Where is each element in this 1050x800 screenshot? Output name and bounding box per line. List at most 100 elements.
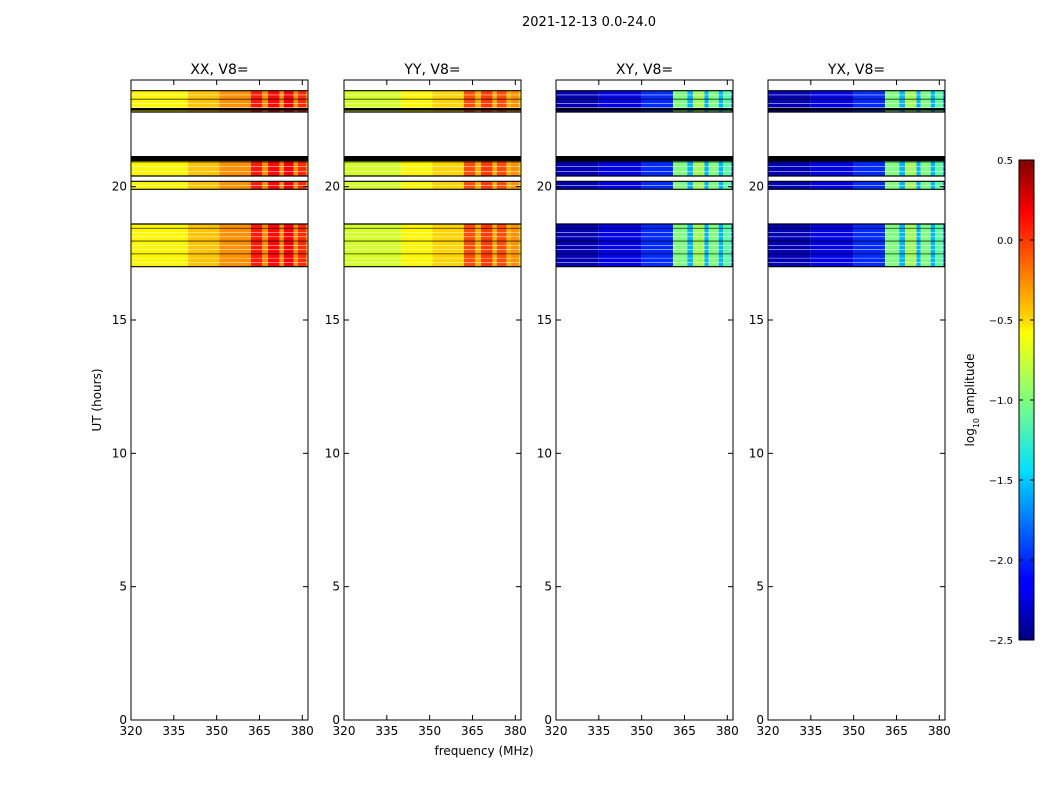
y-tick-label: 10 — [537, 446, 552, 460]
heatmap-cell — [899, 90, 906, 112]
x-tick-label: 335 — [587, 724, 610, 738]
x-tick-label: 350 — [630, 724, 653, 738]
x-tick-label: 380 — [504, 724, 527, 738]
heatmap-cell — [704, 90, 709, 112]
x-tick-label: 320 — [545, 724, 568, 738]
heatmap-cell — [556, 90, 599, 112]
colorbar-ticks: 0.5 0.0 −0.5 −1.0 −1.5 −2.0 −2.5 — [989, 156, 1034, 647]
y-tick-label: 10 — [749, 446, 764, 460]
axes-frame — [767, 79, 946, 721]
colorbar-tick-label: −2.0 — [989, 556, 1013, 567]
panel-title: YX, V8= — [827, 62, 885, 78]
heatmap-cell — [723, 90, 732, 112]
flag-band — [556, 108, 733, 111]
x-tick-label: 350 — [205, 724, 228, 738]
flag-band — [131, 156, 308, 162]
colorbar-label-sub: 10 — [972, 418, 981, 428]
colorbar-tick-label: 0.5 — [997, 156, 1013, 167]
panel-title: XX, V8= — [190, 62, 248, 78]
x-tick-label: 320 — [757, 724, 780, 738]
y-tick-label: 20 — [112, 180, 127, 194]
heatmap-cell — [519, 90, 521, 112]
heatmap-cell — [943, 90, 945, 112]
heatmap-cell — [718, 90, 724, 112]
heatmap-cell — [306, 90, 308, 112]
heatmap-cell — [687, 90, 694, 112]
heatmap-cell — [475, 90, 482, 112]
heatmap-cell — [693, 90, 705, 112]
x-tick-label: 320 — [333, 724, 356, 738]
x-axis-label: frequency (MHz) — [434, 744, 533, 758]
heatmap-cell — [250, 90, 263, 112]
heatmap-cell — [268, 90, 280, 112]
heatmap-cell — [511, 90, 520, 112]
panel-title: XY, V8= — [616, 62, 673, 78]
y-tick-label: 15 — [325, 313, 340, 327]
heatmap-cell — [492, 90, 497, 112]
y-tick-label: 0 — [544, 713, 552, 727]
heatmap-cell — [131, 90, 189, 112]
x-tick-label: 320 — [120, 724, 143, 738]
x-tick-label: 350 — [418, 724, 441, 738]
panel-2: YY, V8= 320 335 350 365 380 0 5 10 15 20 — [325, 62, 527, 738]
heatmap-cell — [496, 90, 507, 112]
x-tick-label: 335 — [799, 724, 822, 738]
colorbar: 0.5 0.0 −0.5 −1.0 −1.5 −2.0 −2.5 log10 amplitu… — [963, 156, 1035, 647]
heatmap-cell — [673, 90, 688, 112]
heatmap-cell — [810, 90, 854, 112]
heatmap-cell — [344, 90, 402, 112]
x-tick-label: 350 — [842, 724, 865, 738]
heatmap-cell — [283, 90, 294, 112]
heatmap-cell — [916, 90, 921, 112]
x-tick-label: 365 — [248, 724, 271, 738]
heatmap-cell — [219, 90, 251, 112]
heatmap-cell — [463, 90, 476, 112]
heatmap-cell — [298, 90, 307, 112]
heatmap-cell — [930, 90, 936, 112]
y-tick-label: 0 — [332, 713, 340, 727]
y-tick-label: 10 — [112, 446, 127, 460]
colorbar-label: log10 amplitude — [963, 354, 981, 447]
x-tick-label: 380 — [291, 724, 314, 738]
heatmap-cell — [506, 90, 512, 112]
y-tick-label: 15 — [112, 313, 127, 327]
panel-4: YX, V8= 320 335 350 365 380 0 5 10 15 20 — [749, 62, 951, 738]
heatmap-cell — [708, 90, 719, 112]
y-tick-label: 5 — [544, 580, 552, 594]
y-tick-label: 0 — [756, 713, 764, 727]
y-axis-label: UT (hours) — [90, 368, 104, 431]
axes-frame — [130, 79, 309, 721]
flag-band — [344, 156, 521, 162]
heatmap-cell — [905, 90, 917, 112]
heatmap-cell — [920, 90, 931, 112]
panels: XX, V8= 320 335 350 365 380 0 5 10 15 20 YY, V8= 320… — [112, 62, 951, 738]
y-tick-label: 15 — [537, 313, 552, 327]
x-tick-label: 365 — [461, 724, 484, 738]
heatmap-cell — [262, 90, 269, 112]
heatmap-cell — [731, 90, 733, 112]
panel-title: YY, V8= — [403, 62, 460, 78]
y-tick-label: 10 — [325, 446, 340, 460]
heatmap-cell — [598, 90, 642, 112]
panel-1: XX, V8= 320 335 350 365 380 0 5 10 15 20 — [112, 62, 314, 738]
y-tick-label: 5 — [332, 580, 340, 594]
flag-band — [556, 156, 733, 162]
flag-band — [768, 108, 945, 111]
y-tick-label: 15 — [749, 313, 764, 327]
x-tick-label: 335 — [375, 724, 398, 738]
colorbar-tick-label: −1.0 — [989, 396, 1013, 407]
x-tick-label: 380 — [928, 724, 951, 738]
suptitle: 2021-12-13 0.0-24.0 — [522, 15, 656, 30]
y-tick-label: 20 — [749, 180, 764, 194]
y-tick-label: 5 — [756, 580, 764, 594]
heatmap-cell — [432, 90, 464, 112]
heatmap-cell — [293, 90, 299, 112]
heatmap-cell — [935, 90, 944, 112]
flag-band — [131, 108, 308, 111]
colorbar-label-log: log — [963, 428, 977, 446]
heatmap-cell — [885, 90, 900, 112]
x-tick-label: 335 — [162, 724, 185, 738]
heatmap-cell — [853, 90, 886, 112]
colorbar-label-rest: amplitude — [963, 354, 977, 418]
